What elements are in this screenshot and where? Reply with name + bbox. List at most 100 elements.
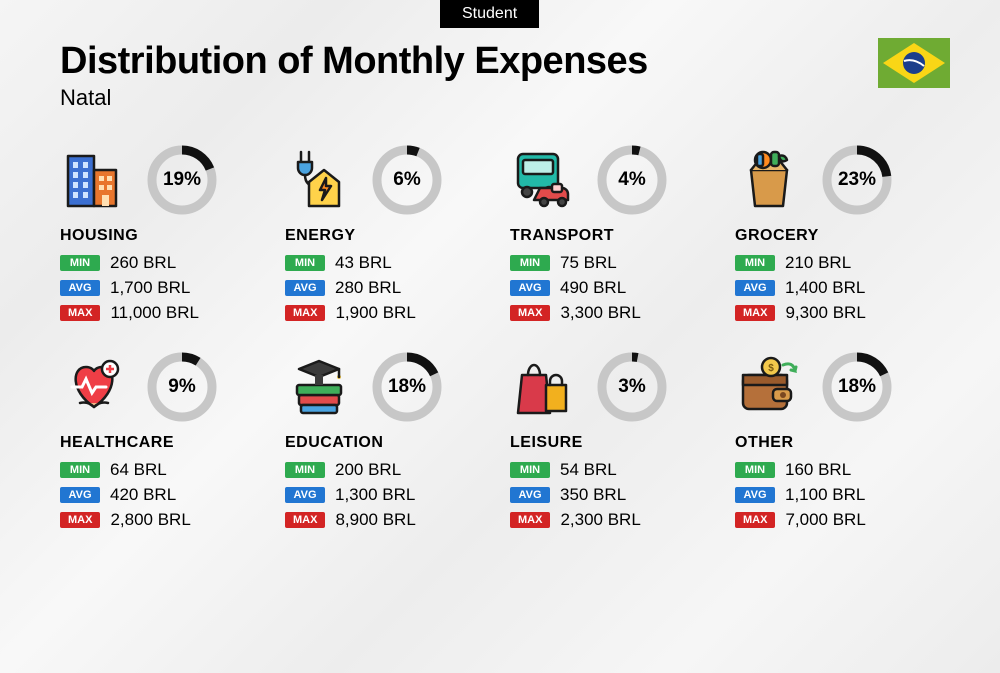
housing-stats: MIN 260 BRL AVG 1,700 BRL MAX 11,000 BRL — [60, 253, 275, 323]
leisure-min: 54 BRL — [560, 460, 617, 480]
education-stats: MIN 200 BRL AVG 1,300 BRL MAX 8,900 BRL — [285, 460, 500, 530]
healthcare-max: 2,800 BRL — [110, 510, 190, 530]
min-badge: MIN — [60, 462, 100, 478]
category-transport: 4% TRANSPORT MIN 75 BRL AVG 490 BRL MAX … — [510, 141, 725, 328]
healthcare-percent: 9% — [146, 351, 218, 423]
min-badge: MIN — [735, 462, 775, 478]
min-badge: MIN — [285, 462, 325, 478]
avg-badge: AVG — [285, 487, 325, 503]
max-badge: MAX — [510, 512, 550, 528]
other-avg: 1,100 BRL — [785, 485, 865, 505]
housing-min: 260 BRL — [110, 253, 176, 273]
category-energy: 6% ENERGY MIN 43 BRL AVG 280 BRL MAX 1,9… — [285, 141, 500, 328]
avg-badge: AVG — [510, 280, 550, 296]
housing-name: HOUSING — [60, 227, 275, 245]
healthcare-donut: 9% — [146, 351, 218, 423]
grocery-percent: 23% — [821, 144, 893, 216]
energy-min: 43 BRL — [335, 253, 392, 273]
avg-badge: AVG — [510, 487, 550, 503]
max-badge: MAX — [510, 305, 550, 321]
max-badge: MAX — [285, 305, 325, 321]
avg-badge: AVG — [285, 280, 325, 296]
grocery-stats: MIN 210 BRL AVG 1,400 BRL MAX 9,300 BRL — [735, 253, 950, 323]
category-leisure: 3% LEISURE MIN 54 BRL AVG 350 BRL MAX 2,… — [510, 348, 725, 535]
page-title: Distribution of Monthly Expenses — [60, 40, 940, 83]
education-percent: 18% — [371, 351, 443, 423]
healthcare-stats: MIN 64 BRL AVG 420 BRL MAX 2,800 BRL — [60, 460, 275, 530]
transport-avg: 490 BRL — [560, 278, 626, 298]
other-name: OTHER — [735, 434, 950, 452]
category-education: 18% EDUCATION MIN 200 BRL AVG 1,300 BRL … — [285, 348, 500, 535]
category-healthcare: 9% HEALTHCARE MIN 64 BRL AVG 420 BRL MAX… — [60, 348, 275, 535]
housing-icon — [60, 146, 128, 214]
avg-badge: AVG — [60, 487, 100, 503]
max-badge: MAX — [285, 512, 325, 528]
energy-max: 1,900 BRL — [335, 303, 415, 323]
grocery-min: 210 BRL — [785, 253, 851, 273]
min-badge: MIN — [285, 255, 325, 271]
avg-badge: AVG — [60, 280, 100, 296]
leisure-donut: 3% — [596, 351, 668, 423]
leisure-avg: 350 BRL — [560, 485, 626, 505]
transport-stats: MIN 75 BRL AVG 490 BRL MAX 3,300 BRL — [510, 253, 725, 323]
grocery-donut: 23% — [821, 144, 893, 216]
leisure-max: 2,300 BRL — [560, 510, 640, 530]
energy-icon — [285, 146, 353, 214]
other-percent: 18% — [821, 351, 893, 423]
education-donut: 18% — [371, 351, 443, 423]
other-stats: MIN 160 BRL AVG 1,100 BRL MAX 7,000 BRL — [735, 460, 950, 530]
max-badge: MAX — [60, 512, 100, 528]
grocery-icon — [735, 146, 803, 214]
other-icon: $ — [735, 353, 803, 421]
avg-badge: AVG — [735, 487, 775, 503]
avg-badge: AVG — [735, 280, 775, 296]
transport-max: 3,300 BRL — [560, 303, 640, 323]
min-badge: MIN — [510, 255, 550, 271]
max-badge: MAX — [735, 512, 775, 528]
category-grocery: 23% GROCERY MIN 210 BRL AVG 1,400 BRL MA… — [735, 141, 950, 328]
country-flag-icon — [878, 38, 950, 88]
other-min: 160 BRL — [785, 460, 851, 480]
svg-text:$: $ — [768, 363, 774, 374]
transport-percent: 4% — [596, 144, 668, 216]
min-badge: MIN — [735, 255, 775, 271]
energy-avg: 280 BRL — [335, 278, 401, 298]
education-min: 200 BRL — [335, 460, 401, 480]
energy-donut: 6% — [371, 144, 443, 216]
other-max: 7,000 BRL — [785, 510, 865, 530]
category-housing: 19% HOUSING MIN 260 BRL AVG 1,700 BRL MA… — [60, 141, 275, 328]
max-badge: MAX — [60, 305, 100, 321]
leisure-name: LEISURE — [510, 434, 725, 452]
energy-stats: MIN 43 BRL AVG 280 BRL MAX 1,900 BRL — [285, 253, 500, 323]
healthcare-avg: 420 BRL — [110, 485, 176, 505]
housing-max: 11,000 BRL — [110, 303, 199, 323]
city-name: Natal — [60, 85, 940, 111]
categories-grid: 19% HOUSING MIN 260 BRL AVG 1,700 BRL MA… — [0, 111, 1000, 535]
transport-icon — [510, 146, 578, 214]
max-badge: MAX — [735, 305, 775, 321]
healthcare-name: HEALTHCARE — [60, 434, 275, 452]
min-badge: MIN — [510, 462, 550, 478]
transport-donut: 4% — [596, 144, 668, 216]
other-donut: 18% — [821, 351, 893, 423]
grocery-avg: 1,400 BRL — [785, 278, 865, 298]
header: Distribution of Monthly Expenses Natal — [0, 0, 1000, 111]
min-badge: MIN — [60, 255, 100, 271]
transport-name: TRANSPORT — [510, 227, 725, 245]
housing-avg: 1,700 BRL — [110, 278, 190, 298]
housing-donut: 19% — [146, 144, 218, 216]
category-other: $ 18% OTHER MIN 160 BRL AVG 1,100 BRL MA… — [735, 348, 950, 535]
housing-percent: 19% — [146, 144, 218, 216]
education-name: EDUCATION — [285, 434, 500, 452]
grocery-name: GROCERY — [735, 227, 950, 245]
leisure-icon — [510, 353, 578, 421]
transport-min: 75 BRL — [560, 253, 617, 273]
education-max: 8,900 BRL — [335, 510, 415, 530]
healthcare-icon — [60, 353, 128, 421]
education-avg: 1,300 BRL — [335, 485, 415, 505]
energy-name: ENERGY — [285, 227, 500, 245]
energy-percent: 6% — [371, 144, 443, 216]
grocery-max: 9,300 BRL — [785, 303, 865, 323]
education-icon — [285, 353, 353, 421]
leisure-percent: 3% — [596, 351, 668, 423]
